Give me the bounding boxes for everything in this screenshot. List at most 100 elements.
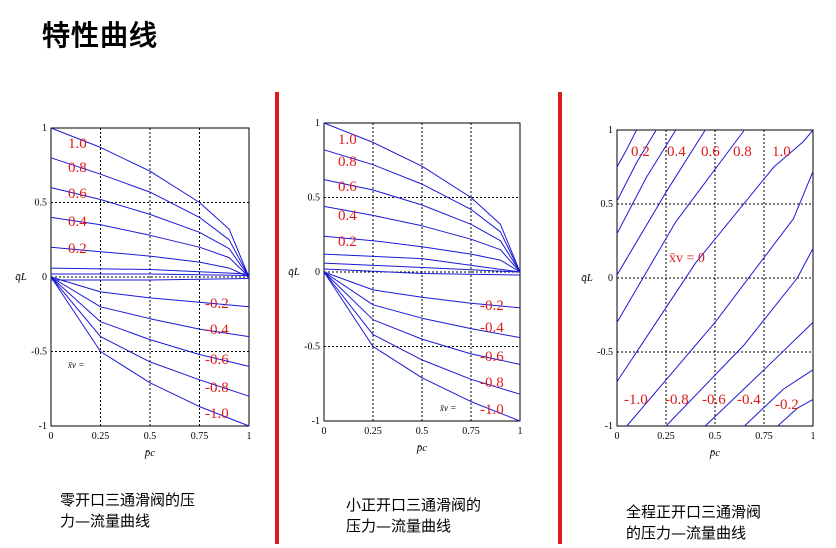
zero-series-label: x̄v = 0 bbox=[669, 251, 705, 266]
x-tick-label: 1 bbox=[518, 426, 523, 437]
series-label: -0.6 bbox=[205, 352, 229, 368]
y-tick-label: 0 bbox=[315, 267, 320, 278]
y-tick-label: -0.5 bbox=[597, 347, 613, 358]
series-line bbox=[323, 271, 521, 395]
series-label: 0.8 bbox=[68, 160, 87, 176]
series-label: 0.2 bbox=[68, 241, 87, 257]
y-tick-label: 0 bbox=[608, 273, 613, 284]
caption-line: 零开口三通滑阀的压 bbox=[60, 491, 196, 509]
series-label: -0.4 bbox=[737, 392, 761, 408]
series-label: -0.8 bbox=[665, 392, 689, 408]
series-line bbox=[323, 122, 521, 273]
y-tick-label: -1 bbox=[605, 421, 613, 432]
y-axis-label: q̄L bbox=[15, 271, 27, 283]
series-label: -0.4 bbox=[480, 320, 504, 336]
series-label: -1.0 bbox=[205, 406, 229, 422]
caption-line: 压力—流量曲线 bbox=[346, 517, 452, 535]
series-label: -0.2 bbox=[205, 296, 229, 312]
series-line bbox=[323, 271, 521, 365]
series-line bbox=[704, 322, 814, 427]
series-line bbox=[665, 248, 814, 427]
x-tick-label: 0.5 bbox=[416, 426, 429, 437]
y-tick-label: 1 bbox=[42, 123, 47, 134]
series-label: 1.0 bbox=[68, 136, 87, 152]
series-prefix-label: x̄v = bbox=[439, 403, 456, 413]
x-tick-label: 1 bbox=[811, 431, 816, 442]
series-label: -0.2 bbox=[480, 298, 504, 314]
series-line bbox=[50, 276, 250, 427]
series-line bbox=[616, 129, 638, 168]
caption-line: 全程正开口三通滑阀 bbox=[626, 503, 762, 521]
x-tick-label: 0.25 bbox=[364, 426, 382, 437]
series-line bbox=[616, 129, 677, 234]
caption-small-overlap: 小正开口三通滑阀的 压力—流量曲线 bbox=[346, 495, 481, 537]
x-tick-label: 0 bbox=[615, 431, 620, 442]
series-label: 0.4 bbox=[68, 214, 87, 230]
series-line bbox=[50, 276, 250, 367]
series-line bbox=[323, 271, 521, 309]
caption-zero-lap: 零开口三通滑阀的压 力—流量曲线 bbox=[60, 490, 195, 532]
y-tick-label: -1 bbox=[312, 416, 320, 427]
series-line bbox=[50, 127, 250, 278]
y-tick-label: -0.5 bbox=[31, 347, 47, 358]
series-label: -0.6 bbox=[702, 392, 726, 408]
series-line bbox=[323, 262, 521, 273]
series-label: -0.2 bbox=[775, 397, 799, 413]
series-label: 0.6 bbox=[68, 186, 87, 202]
series-line bbox=[616, 129, 706, 276]
series-line bbox=[616, 129, 745, 323]
y-tick-label: -0.5 bbox=[304, 342, 320, 353]
x-tick-label: 0.5 bbox=[144, 431, 157, 442]
x-tick-label: 0.5 bbox=[709, 431, 722, 442]
series-label: 0.2 bbox=[338, 234, 357, 250]
series-line bbox=[323, 149, 521, 273]
x-tick-label: 0 bbox=[322, 426, 327, 437]
series-label: 1.0 bbox=[772, 144, 791, 160]
series-line bbox=[616, 129, 814, 382]
series-label: -0.6 bbox=[480, 349, 504, 365]
series-line bbox=[51, 278, 250, 281]
y-tick-label: -1 bbox=[39, 421, 47, 432]
series-line bbox=[323, 179, 521, 273]
divider-right bbox=[558, 92, 562, 544]
series-prefix-label: x̄v = bbox=[67, 360, 84, 370]
series-line bbox=[323, 205, 521, 273]
series-label: 0.2 bbox=[631, 144, 650, 160]
series-line bbox=[50, 276, 250, 308]
y-axis-label: q̄L bbox=[288, 266, 300, 278]
series-line bbox=[626, 171, 814, 427]
divider-left bbox=[275, 92, 279, 544]
series-label: 0.4 bbox=[338, 208, 357, 224]
series-label: -0.4 bbox=[205, 322, 229, 338]
x-tick-label: 0 bbox=[49, 431, 54, 442]
series-label: 0.6 bbox=[338, 179, 357, 195]
series-label: 0.8 bbox=[733, 144, 752, 160]
series-line bbox=[744, 369, 814, 427]
series-line bbox=[50, 246, 250, 278]
caption-line: 力—流量曲线 bbox=[60, 512, 151, 530]
series-line bbox=[616, 129, 657, 202]
x-tick-label: 0.75 bbox=[462, 426, 480, 437]
x-tick-label: 0.25 bbox=[657, 431, 675, 442]
series-line bbox=[50, 157, 250, 278]
series-line bbox=[51, 273, 250, 276]
x-tick-label: 0.75 bbox=[755, 431, 773, 442]
series-line bbox=[50, 187, 250, 278]
series-label: -1.0 bbox=[480, 402, 504, 418]
caption-full-open: 全程正开口三通滑阀 的压力—流量曲线 bbox=[626, 502, 761, 544]
y-tick-label: 0 bbox=[42, 272, 47, 283]
series-label: -0.8 bbox=[205, 380, 229, 396]
x-axis-label: p̄c bbox=[709, 447, 721, 459]
series-label: -1.0 bbox=[624, 392, 648, 408]
series-label: 1.0 bbox=[338, 132, 357, 148]
x-axis-label: p̄c bbox=[144, 447, 156, 459]
page-title: 特性曲线 bbox=[42, 19, 159, 52]
series-line bbox=[777, 398, 814, 427]
series-label: 0.4 bbox=[667, 144, 686, 160]
series-label: -0.8 bbox=[480, 375, 504, 391]
series-line bbox=[50, 276, 250, 338]
series-line bbox=[323, 253, 521, 273]
